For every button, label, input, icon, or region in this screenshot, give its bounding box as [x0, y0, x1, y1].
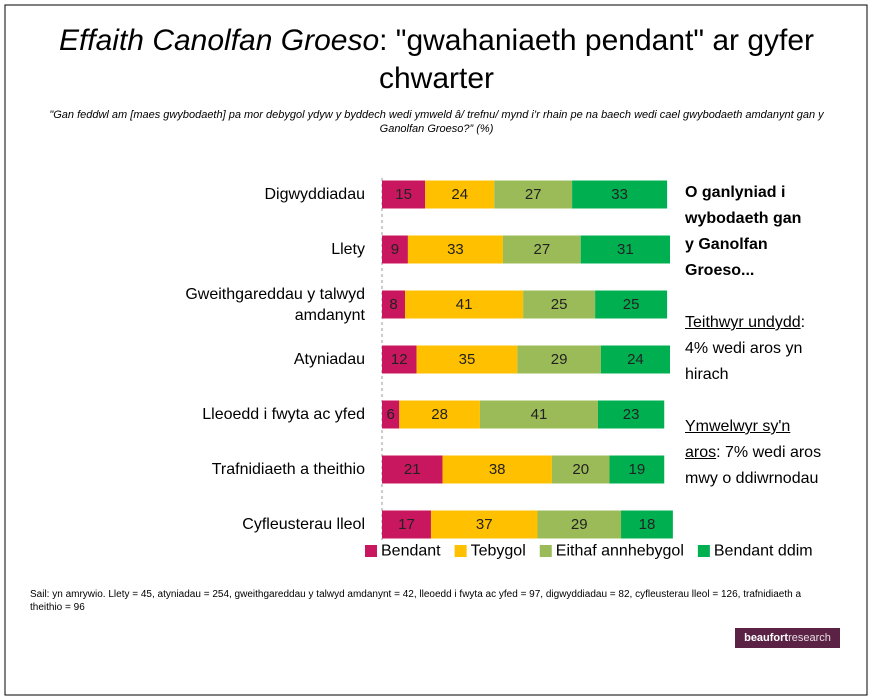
bar-segment [405, 290, 524, 319]
category-label: Lleoedd i fwyta ac yfed [202, 406, 365, 423]
bar-value-label: 19 [629, 461, 646, 478]
bar-value-label: 29 [551, 351, 568, 368]
bar-value-label: 9 [391, 241, 399, 258]
legend-label: Eithaf annhebygol [556, 543, 684, 560]
bar-value-label: 33 [447, 241, 464, 258]
bar-value-label: 28 [431, 406, 448, 423]
bar-segment [407, 235, 503, 264]
category-label: Atyniadau [293, 351, 365, 368]
category-label: Trafnidiaeth a theithio [211, 461, 365, 478]
bar-value-label: 12 [391, 351, 408, 368]
bar-segment [537, 510, 622, 539]
category-label: Gweithgareddau y talwyd amdanynt [185, 285, 365, 324]
logo-bold: beaufort [744, 632, 789, 644]
bar-value-label: 8 [389, 296, 397, 313]
bar-value-label: 41 [531, 406, 548, 423]
bar-segment [598, 400, 665, 429]
legend-swatch [454, 545, 467, 557]
title-rest: : "gwahaniaeth pendant" ar gyfer chwarte… [378, 24, 815, 95]
bar-value-label: 33 [611, 186, 628, 203]
bar-value-label: 20 [572, 461, 589, 478]
legend-label: Bendant [381, 543, 441, 560]
side-label: Teithwyr undydd [685, 314, 801, 331]
bar-segment [430, 510, 538, 539]
side-note: O ganlyniad i wybodaeth gan y Ganolfan G… [685, 180, 825, 518]
bar-segment [595, 290, 668, 319]
legend-label: Bendant ddim [714, 543, 813, 560]
bar-segment [399, 400, 480, 429]
bar-segment [382, 180, 426, 209]
bar-value-label: 29 [571, 516, 588, 533]
bar-value-label: 38 [489, 461, 506, 478]
bar-segment [479, 400, 598, 429]
bar-value-label: 25 [551, 296, 568, 313]
footnote: Sail: yn amrywio. Llety = 45, atyniadau … [30, 589, 802, 613]
bar-value-label: 35 [459, 351, 476, 368]
bar-value-label: 27 [533, 241, 550, 258]
legend-swatch [697, 545, 710, 557]
bar-value-label: 25 [623, 296, 640, 313]
logo-light: research [788, 632, 831, 644]
subtitle: "Gan feddwl am [maes gwybodaeth] pa mor … [49, 109, 824, 135]
bar-segment [580, 235, 670, 264]
bar-segment [382, 455, 443, 484]
bar-value-label: 18 [639, 516, 656, 533]
category-label: Llety [331, 241, 365, 258]
side-text: : 7% wedi aros mwy o ddiwrnodau [685, 444, 822, 487]
bar-segment [382, 345, 417, 374]
bar-segment [382, 290, 406, 319]
category-label: Cyfleusterau lleol [242, 516, 365, 533]
bar-segment [382, 510, 431, 539]
bar-segment [442, 455, 552, 484]
bar-segment [382, 235, 408, 264]
bar-value-label: 24 [627, 351, 644, 368]
bar-value-label: 17 [398, 516, 415, 533]
side-label: Ymwelwyr sy'n aros [685, 418, 791, 461]
bar-segment [600, 345, 670, 374]
side-heading: O ganlyniad i wybodaeth gan y Ganolfan G… [685, 184, 802, 279]
bar-segment [425, 180, 495, 209]
side-group: Ymwelwyr sy'n aros: 7% wedi aros mwy o d… [685, 414, 825, 492]
bar-segment [416, 345, 518, 374]
logo: beaufortresearch [735, 628, 840, 648]
bar-value-label: 37 [476, 516, 493, 533]
bar-value-label: 27 [525, 186, 542, 203]
bar-segment [502, 235, 581, 264]
title: Effaith Canolfan Groeso: "gwahaniaeth pe… [30, 22, 843, 98]
bar-segment [621, 510, 673, 539]
bar-segment [382, 400, 400, 429]
bar-value-label: 41 [456, 296, 473, 313]
bar-segment [572, 180, 668, 209]
legend-label: Tebygol [471, 543, 526, 560]
title-italic: Effaith Canolfan Groeso [58, 24, 380, 57]
bar-value-label: 6 [386, 406, 394, 423]
legend-swatch [365, 545, 377, 557]
bar-segment [609, 455, 665, 484]
bar-value-label: 15 [395, 186, 412, 203]
bar-value-label: 31 [617, 241, 634, 258]
bar-segment [517, 345, 601, 374]
slide-border [4, 4, 868, 696]
side-text: : 4% wedi aros yn hirach [685, 314, 806, 383]
bar-segment [494, 180, 573, 209]
bar-value-label: 24 [451, 186, 468, 203]
bar-value-label: 23 [623, 406, 640, 423]
side-group: Teithwyr undydd: 4% wedi aros yn hirach [685, 310, 825, 388]
bar-segment [551, 455, 610, 484]
legend-swatch [539, 545, 552, 557]
bar-value-label: 21 [404, 461, 421, 478]
bar-segment [523, 290, 596, 319]
category-label: Digwyddiadau [264, 186, 365, 203]
